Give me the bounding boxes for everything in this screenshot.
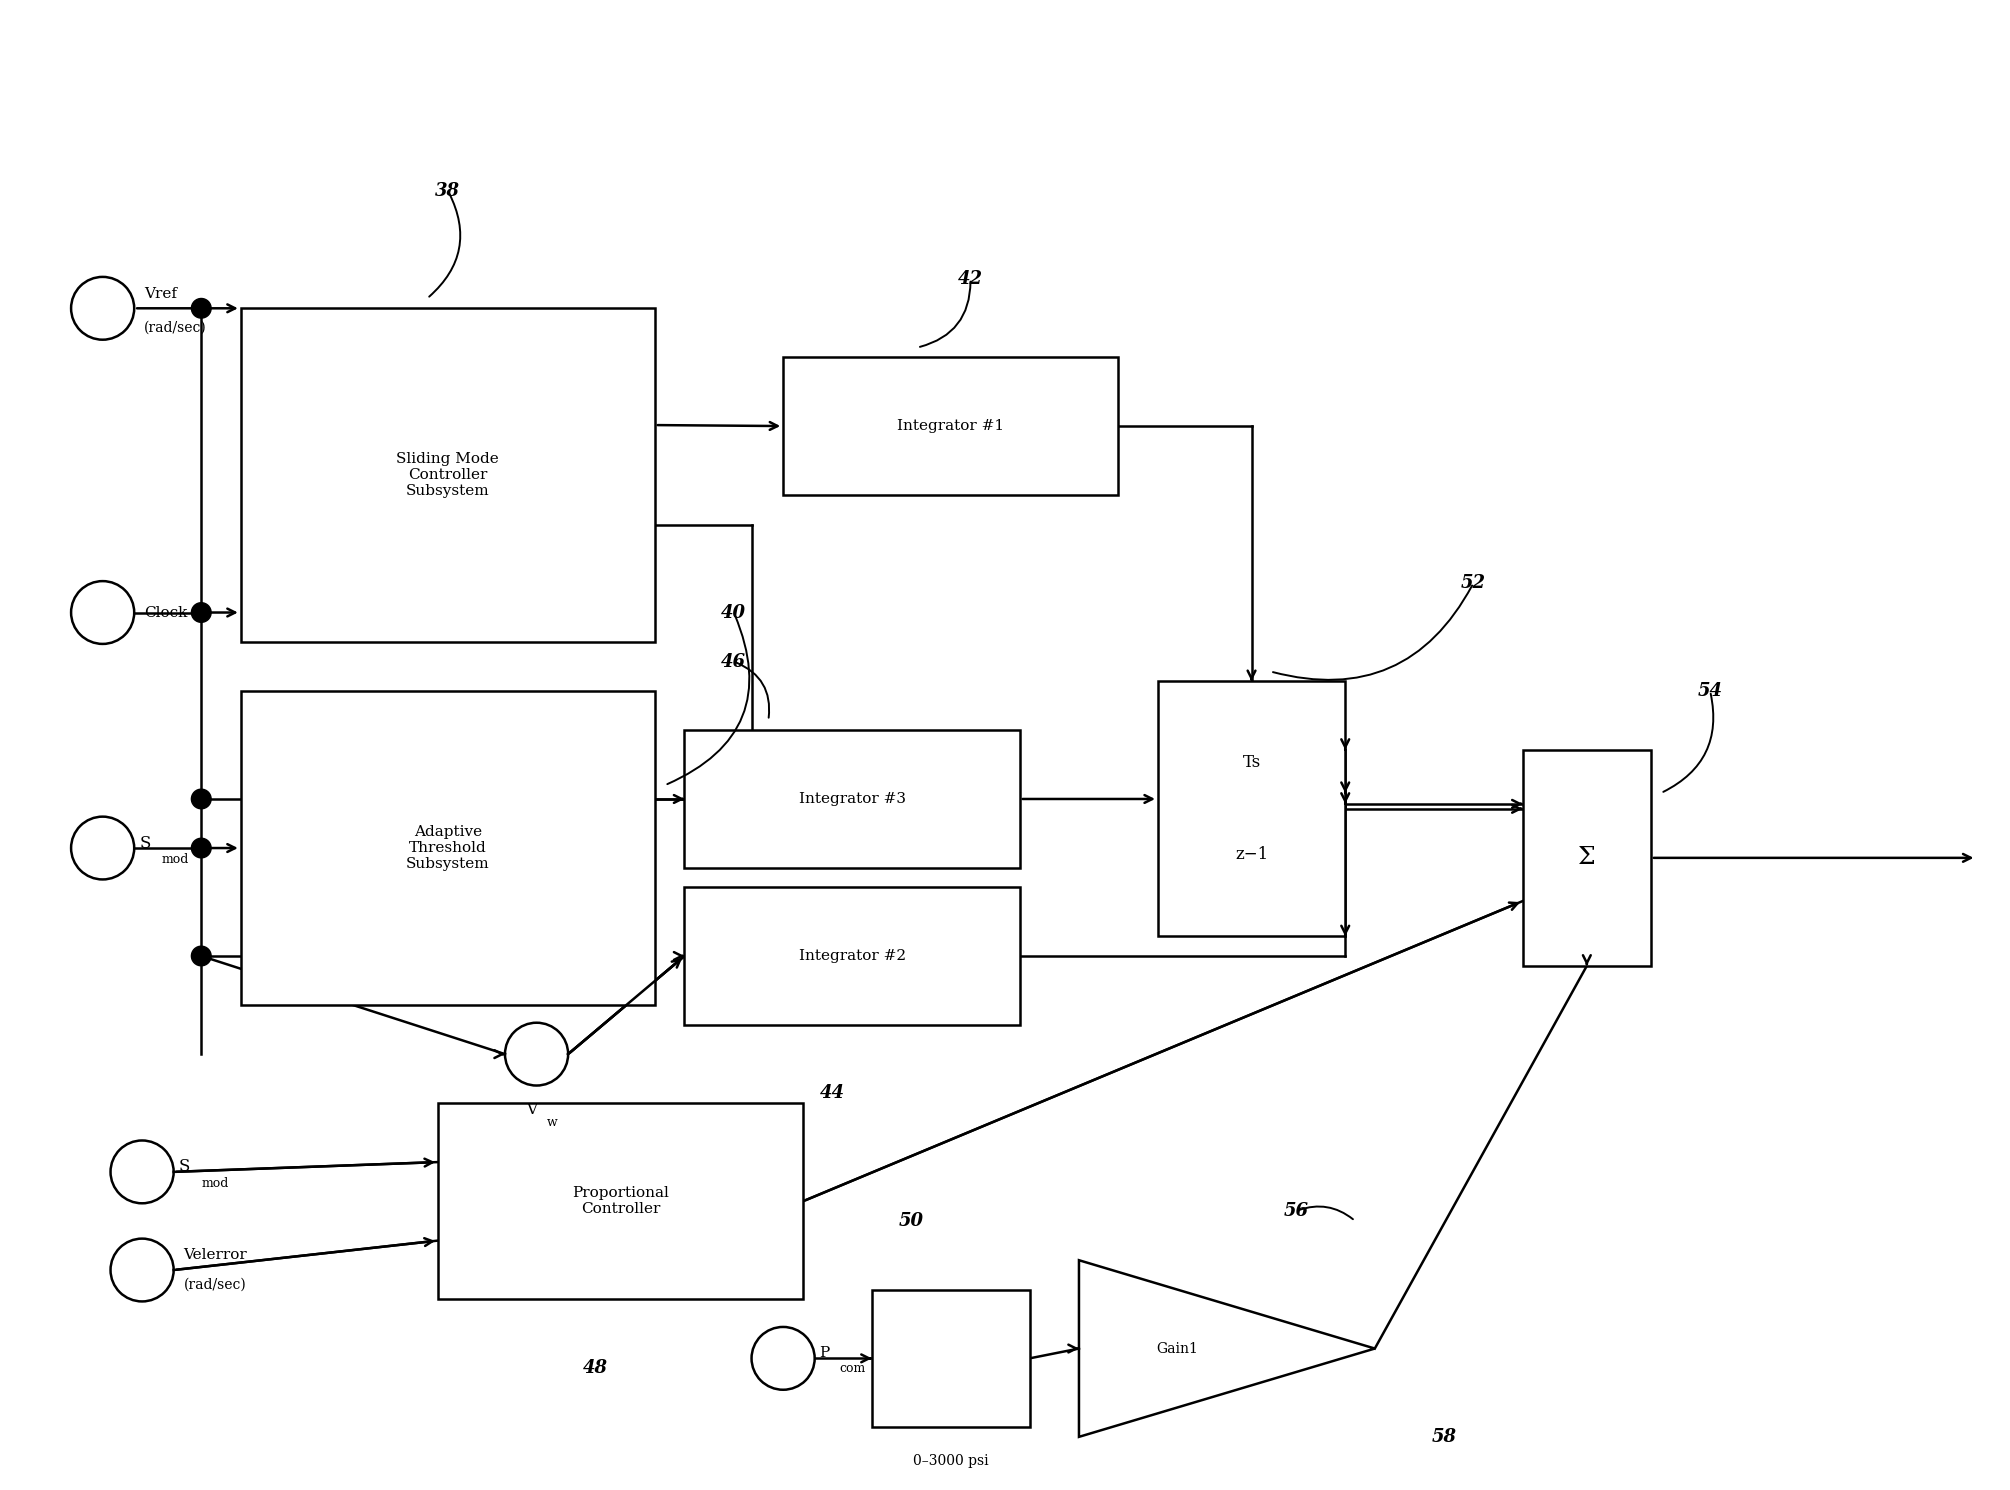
Bar <box>241 691 655 1006</box>
Text: V: V <box>527 1103 537 1118</box>
Circle shape <box>191 839 211 858</box>
Text: S: S <box>139 834 151 852</box>
Text: (rad/sec): (rad/sec) <box>145 320 207 335</box>
Text: Vref: Vref <box>145 286 177 301</box>
Text: Proportional
Controller: Proportional Controller <box>573 1186 669 1216</box>
Text: Σ: Σ <box>1578 846 1596 869</box>
Circle shape <box>191 602 211 623</box>
Text: Integrator #1: Integrator #1 <box>896 419 1005 434</box>
Bar <box>438 1103 802 1299</box>
Circle shape <box>191 298 211 317</box>
Text: Velerror: Velerror <box>183 1249 247 1262</box>
Text: 48: 48 <box>583 1359 609 1377</box>
Bar <box>685 888 1019 1025</box>
Text: Sliding Mode
Controller
Subsystem: Sliding Mode Controller Subsystem <box>396 451 498 498</box>
Text: 46: 46 <box>722 653 746 670</box>
Text: 56: 56 <box>1284 1202 1309 1220</box>
Text: (rad/sec): (rad/sec) <box>183 1278 247 1292</box>
Text: Integrator #3: Integrator #3 <box>798 793 907 806</box>
Text: 44: 44 <box>820 1085 844 1103</box>
Text: z−1: z−1 <box>1234 846 1268 863</box>
Circle shape <box>191 946 211 966</box>
Text: Gain1: Gain1 <box>1156 1341 1198 1356</box>
Text: 40: 40 <box>722 603 746 621</box>
Text: 50: 50 <box>898 1211 925 1229</box>
Text: com: com <box>840 1362 866 1375</box>
Text: 42: 42 <box>959 270 983 288</box>
Bar <box>784 358 1118 495</box>
Text: 38: 38 <box>436 182 460 200</box>
Bar <box>685 730 1019 867</box>
Bar <box>241 308 655 642</box>
Text: w: w <box>547 1116 557 1129</box>
Text: P: P <box>820 1347 830 1360</box>
Text: Adaptive
Threshold
Subsystem: Adaptive Threshold Subsystem <box>406 825 490 872</box>
Text: 58: 58 <box>1431 1427 1457 1445</box>
Text: mod: mod <box>163 854 189 866</box>
Bar <box>1524 749 1650 966</box>
Text: mod: mod <box>201 1177 229 1191</box>
Bar <box>872 1290 1029 1427</box>
Text: Clock: Clock <box>145 605 187 620</box>
Text: 0–3000 psi: 0–3000 psi <box>913 1454 989 1468</box>
Text: 52: 52 <box>1461 574 1485 592</box>
Text: Integrator #2: Integrator #2 <box>798 949 907 963</box>
Circle shape <box>191 790 211 809</box>
Text: Ts: Ts <box>1242 754 1260 772</box>
Bar <box>1158 681 1345 936</box>
Text: S: S <box>179 1159 191 1176</box>
Text: 54: 54 <box>1698 682 1723 700</box>
